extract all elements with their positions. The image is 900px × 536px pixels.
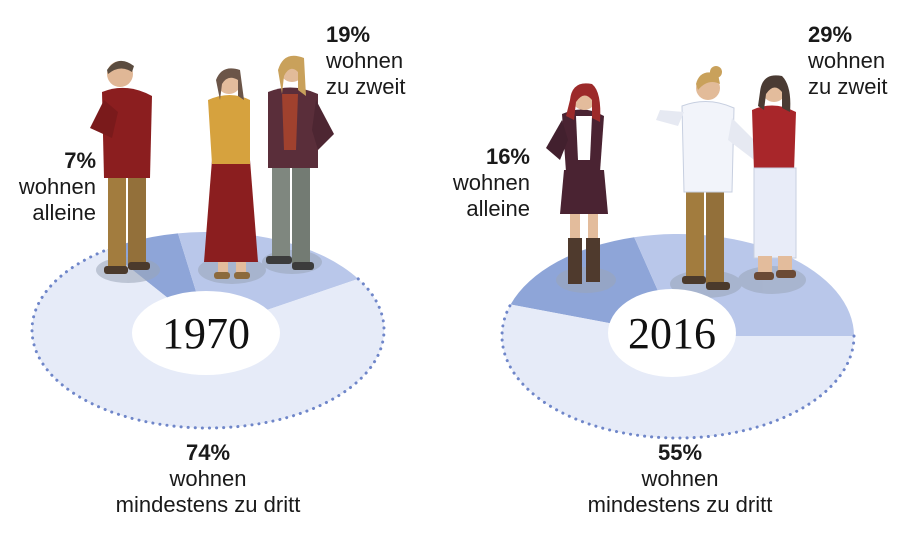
slice-label-alone-line1: wohnen <box>452 170 530 195</box>
figure-arm <box>90 100 118 138</box>
figure-skirt <box>204 160 258 262</box>
figure-leg <box>108 172 126 272</box>
figure-shoe <box>682 276 706 284</box>
figure-leg <box>272 160 290 260</box>
slice-label-alone-pct: 7% <box>64 148 96 173</box>
figure-leg <box>588 214 598 242</box>
slice-label-two-line1: wohnen <box>807 48 885 73</box>
figure-arm <box>546 120 568 160</box>
slice-label-alone-line2: alleine <box>32 200 96 225</box>
figure-shirt <box>752 105 796 172</box>
person-figure-man-jacket <box>266 55 334 270</box>
figure-hair <box>216 68 244 100</box>
figure-shoe <box>776 270 796 278</box>
slice-label-two-line2: zu zweit <box>808 74 887 99</box>
figure-shoe <box>214 272 230 279</box>
figure-leg <box>570 214 580 242</box>
year-label: 1970 <box>162 309 250 358</box>
figure-leg <box>128 172 146 268</box>
slice-label-alone-line2: alleine <box>466 196 530 221</box>
figure-hair <box>278 55 306 96</box>
figure-leg <box>686 186 704 280</box>
slice-label-three-pct: 74% <box>186 440 230 465</box>
figure-leg <box>706 186 724 286</box>
slice-label-three-line2: mindestens zu dritt <box>116 492 301 517</box>
slice-label-three-line2: mindestens zu dritt <box>588 492 773 517</box>
figure-shoe <box>706 282 730 290</box>
slice-label-two-line2: zu zweit <box>326 74 405 99</box>
slice-label-alone-pct: 16% <box>486 144 530 169</box>
figure-leg <box>218 262 228 276</box>
figure-shirt <box>282 94 298 150</box>
pie-chart-1970: 1970 7% wohnen alleine 19% wohnen zu zwe… <box>18 22 406 517</box>
figure-leg <box>236 262 246 276</box>
year-label-disc <box>608 289 736 377</box>
year-label: 2016 <box>628 309 716 358</box>
figure-skirt <box>560 170 608 214</box>
figure-arm <box>312 100 334 150</box>
figure-shoe <box>754 272 774 280</box>
slice-label-three-line1: wohnen <box>640 466 718 491</box>
figure-shoe <box>234 272 250 279</box>
person-figure-man-gesturing <box>656 66 770 290</box>
person-figure-woman-skirt <box>204 68 258 279</box>
figure-shirt <box>576 116 592 160</box>
figure-shirt <box>681 101 735 193</box>
figure-shoe <box>104 266 128 274</box>
slice-label-two-pct: 29% <box>808 22 852 47</box>
year-label-disc <box>132 291 280 375</box>
figure-boot <box>586 238 600 282</box>
figure-trousers <box>753 167 797 259</box>
figure-hair <box>758 75 791 112</box>
person-figure-man-thinking <box>90 60 152 274</box>
pie-slice-dotted-outline <box>500 303 856 440</box>
figure-shoe <box>128 262 150 270</box>
figure-shoe <box>292 262 314 270</box>
slice-label-alone-line1: wohnen <box>18 174 96 199</box>
person-figure-woman-boots <box>546 83 608 284</box>
figure-hair <box>107 60 134 74</box>
figure-leg <box>758 256 772 276</box>
pie-slice-dotted-outline <box>30 248 386 430</box>
figure-hair-bun <box>710 66 722 78</box>
figure-arm <box>656 110 684 126</box>
person-figure-woman-red-top <box>752 75 797 280</box>
figure-leg <box>778 256 792 274</box>
figure-leg <box>292 160 310 266</box>
figure-shirt <box>208 95 250 164</box>
slice-label-two-pct: 19% <box>326 22 370 47</box>
slice-label-two-line1: wohnen <box>325 48 403 73</box>
figure-hair <box>566 83 601 122</box>
pie-chart-2016: 2016 16% wohnen alleine 29% wohnen zu zw… <box>452 22 888 517</box>
slice-label-three-line1: wohnen <box>168 466 246 491</box>
slice-label-three-pct: 55% <box>658 440 702 465</box>
figure-shoe <box>266 256 292 264</box>
figure-boot <box>568 238 582 284</box>
